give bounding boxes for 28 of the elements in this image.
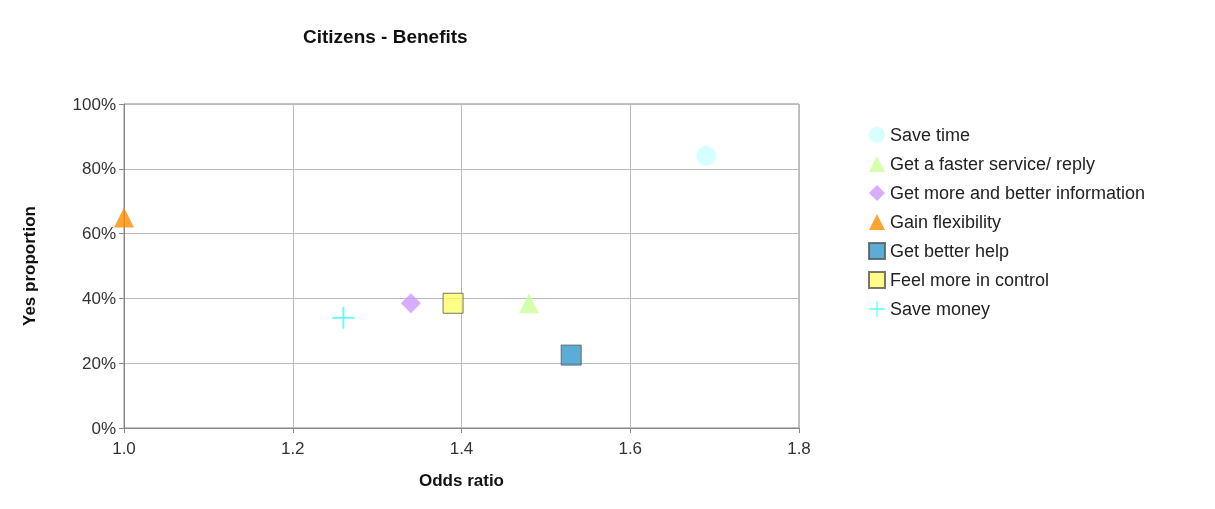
y-tick-label: 100%	[72, 94, 116, 114]
legend-label: Save time	[890, 125, 971, 145]
legend-label: Save money	[890, 299, 991, 319]
y-tick-label: 80%	[81, 159, 116, 179]
x-tick-label: 1.4	[449, 439, 474, 458]
point	[519, 293, 539, 314]
legend-label: Get better help	[890, 241, 1010, 261]
x-tick-label: 1.8	[787, 439, 811, 458]
x-tick-label: 1.0	[112, 439, 136, 458]
chart-title: Citizens - Benefits	[303, 26, 468, 47]
legend-label: Get a faster service/ reply	[890, 154, 1096, 174]
point	[400, 293, 421, 314]
legend-label: Get more and better information	[890, 183, 1146, 203]
point	[442, 292, 464, 314]
x-tick-label: 1.6	[618, 439, 643, 458]
x-tick-label: 1.2	[280, 439, 305, 458]
point	[332, 306, 355, 329]
y-tick-label: 20%	[81, 353, 116, 373]
y-tick-label: 60%	[81, 224, 116, 244]
point	[696, 145, 717, 166]
x-axis-title: Odds ratio	[418, 471, 505, 490]
legend-label: Feel more in control	[890, 270, 1050, 290]
y-tick-label: 0%	[91, 418, 116, 438]
point	[114, 207, 134, 228]
y-tick-label: 40%	[81, 288, 116, 308]
y-axis-title: Yes proportion	[20, 206, 39, 326]
point	[560, 344, 582, 366]
legend-label: Gain flexibility	[890, 212, 1002, 232]
